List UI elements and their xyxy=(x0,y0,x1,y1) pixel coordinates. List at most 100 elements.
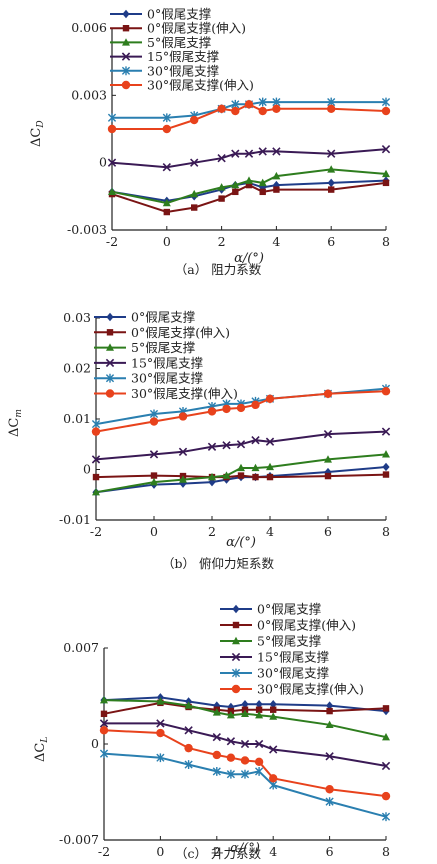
data-point xyxy=(178,412,188,421)
legend-label: 30°假尾支撑(伸入) xyxy=(257,682,364,697)
legend-label: 0°假尾支撑 xyxy=(147,7,212,22)
legend-marker xyxy=(232,636,240,645)
legend-marker xyxy=(122,25,130,32)
data-point xyxy=(265,394,275,403)
legend-marker xyxy=(121,66,131,76)
data-point xyxy=(190,189,199,198)
legend-label: 15°假尾支撑 xyxy=(257,650,330,665)
series-line xyxy=(95,430,387,461)
series-line xyxy=(95,453,387,494)
data-point xyxy=(156,753,165,763)
data-point xyxy=(258,178,267,187)
x-tick-label: 6 xyxy=(324,524,332,539)
legend-marker xyxy=(231,684,241,694)
data-point xyxy=(244,100,254,109)
legend-label: 0°假尾支撑 xyxy=(131,310,196,325)
data-point xyxy=(251,436,260,445)
data-point xyxy=(162,162,171,172)
data-point xyxy=(255,711,264,719)
y-tick-label: 0 xyxy=(91,736,99,751)
data-point xyxy=(236,403,246,413)
data-point xyxy=(325,797,334,806)
x-tick-label: -2 xyxy=(106,234,118,249)
legend-label: 0°假尾支撑(伸入) xyxy=(147,21,246,36)
x-tick-label: 4 xyxy=(272,234,280,249)
series-line xyxy=(111,168,387,205)
data-point xyxy=(327,178,335,188)
data-point xyxy=(212,750,221,760)
x-tick-label: -2 xyxy=(90,524,102,539)
series-4 xyxy=(91,427,391,464)
legend-marker xyxy=(232,604,240,614)
data-point xyxy=(269,745,278,754)
legend: 0°假尾支撑0°假尾支撑(伸入)5°假尾支撑15°假尾支撑30°假尾支撑30°假… xyxy=(220,602,364,697)
x-tick-label: 0 xyxy=(150,524,158,539)
series-line xyxy=(103,701,387,715)
x-tick-label: 6 xyxy=(327,234,335,249)
y-tick-label: 0.003 xyxy=(71,87,107,102)
legend-label: 15°假尾支撑 xyxy=(131,355,204,370)
data-point xyxy=(91,419,101,429)
data-point xyxy=(381,791,391,801)
data-point xyxy=(259,188,266,196)
data-point xyxy=(272,180,280,190)
legend-marker xyxy=(106,312,114,322)
series-4 xyxy=(107,145,391,172)
data-point xyxy=(222,404,231,414)
y-axis-label: ΔCL xyxy=(33,737,50,762)
data-point xyxy=(107,113,117,123)
data-point xyxy=(270,706,277,713)
data-point xyxy=(255,767,264,776)
series-line xyxy=(112,101,386,119)
series-5 xyxy=(99,749,391,822)
series-6 xyxy=(107,100,391,134)
y-tick-label: 0 xyxy=(83,462,91,477)
data-point xyxy=(272,104,281,114)
data-point xyxy=(381,427,391,436)
data-point xyxy=(179,475,187,483)
data-point xyxy=(382,705,390,712)
x-tick-label: 2 xyxy=(218,234,226,249)
data-point xyxy=(99,749,109,758)
x-tick-label: 4 xyxy=(269,844,277,859)
series-3 xyxy=(108,165,390,207)
legend-label: 5°假尾支撑 xyxy=(257,634,322,649)
data-point xyxy=(222,471,231,479)
x-tick-label: 2 xyxy=(213,844,221,859)
legend-label: 0°假尾支撑(伸入) xyxy=(257,618,356,633)
data-point xyxy=(325,720,334,728)
legend-marker xyxy=(106,329,114,336)
y-tick-label: 0.02 xyxy=(63,361,91,376)
legend-marker xyxy=(105,358,115,368)
legend-label: 15°假尾支撑 xyxy=(147,49,220,64)
data-point xyxy=(231,180,240,189)
data-point xyxy=(273,186,280,193)
data-point xyxy=(266,462,274,471)
data-point xyxy=(156,719,165,728)
figure-caption: （c） 升力系数 xyxy=(175,846,261,861)
data-point xyxy=(241,709,249,718)
data-point xyxy=(382,462,390,472)
data-point xyxy=(240,739,250,749)
legend-label: 30°假尾支撑 xyxy=(147,63,220,78)
data-point xyxy=(212,767,221,776)
data-point xyxy=(107,158,117,167)
data-point xyxy=(212,708,221,716)
data-point xyxy=(217,183,226,191)
series-line xyxy=(111,181,387,214)
y-tick-label: 0.006 xyxy=(71,20,107,35)
data-point xyxy=(326,707,333,715)
data-point xyxy=(269,774,278,783)
data-point xyxy=(245,181,253,189)
data-point xyxy=(178,447,188,456)
data-point xyxy=(327,165,336,173)
data-point xyxy=(254,739,264,749)
data-point xyxy=(163,208,170,216)
data-point xyxy=(381,145,391,154)
legend-marker xyxy=(121,52,131,61)
data-point xyxy=(149,450,159,459)
data-point xyxy=(237,472,245,479)
data-point xyxy=(212,732,221,742)
data-point xyxy=(265,437,275,446)
data-point xyxy=(92,488,100,496)
